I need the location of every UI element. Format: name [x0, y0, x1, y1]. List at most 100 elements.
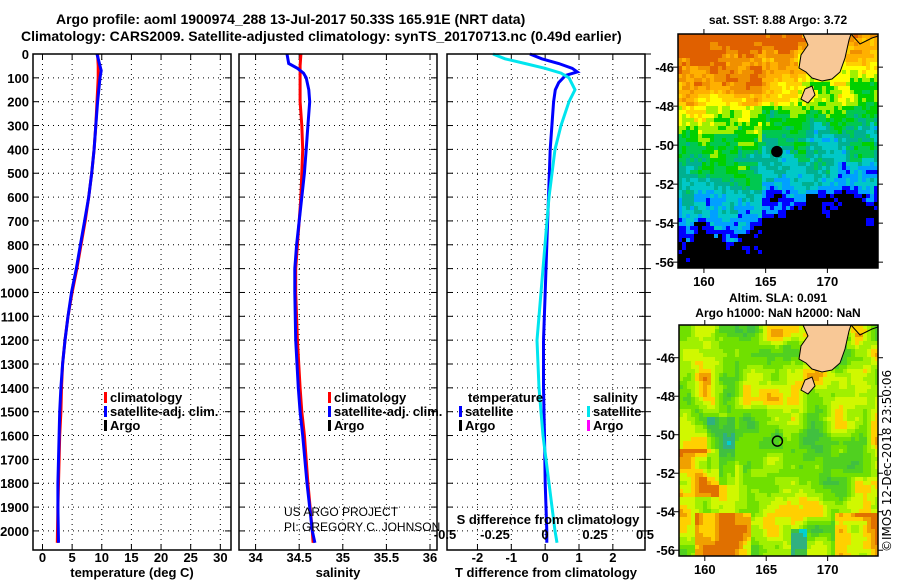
map-cell — [859, 369, 863, 373]
map-cell — [838, 202, 842, 206]
map-cell — [719, 401, 723, 405]
map-cell — [686, 262, 690, 266]
map-cell — [794, 210, 798, 214]
map-cell — [682, 170, 686, 174]
map-cell — [766, 258, 770, 262]
map-cell — [751, 393, 755, 397]
map-cell — [722, 242, 726, 246]
map-cell — [862, 34, 866, 38]
map-cell — [702, 106, 706, 110]
map-cell — [754, 34, 758, 38]
map-cell — [862, 258, 866, 262]
map-cell — [842, 166, 846, 170]
map-cell — [750, 186, 754, 190]
map-cell — [827, 393, 831, 397]
map-cell — [874, 182, 878, 186]
map-cell — [794, 226, 798, 230]
map-cell — [838, 190, 842, 194]
map-cell — [851, 441, 855, 445]
map-cell — [862, 38, 866, 42]
map-cell — [750, 238, 754, 242]
map-cell — [867, 345, 871, 349]
map-cell — [738, 266, 742, 268]
map-cell — [795, 409, 799, 413]
map-cell — [774, 190, 778, 194]
map-cell — [694, 146, 698, 150]
map-cell — [706, 250, 710, 254]
x-tick-label: 1 — [575, 550, 582, 565]
map-cell — [678, 126, 682, 130]
map-cell — [702, 38, 706, 42]
map-cell — [726, 234, 730, 238]
map-cell — [755, 333, 759, 337]
map-cell — [842, 170, 846, 174]
map-cell — [854, 166, 858, 170]
map-cell — [834, 86, 838, 90]
map-cell — [738, 150, 742, 154]
map-cell — [791, 349, 795, 353]
map-cell — [759, 453, 763, 457]
map-cell — [691, 425, 695, 429]
map-cell — [738, 118, 742, 122]
map-cell — [811, 405, 815, 409]
map-cell — [734, 66, 738, 70]
map-cell — [830, 238, 834, 242]
map-cell — [842, 102, 846, 106]
map-cell — [822, 226, 826, 230]
map-cell — [758, 250, 762, 254]
map-cell — [870, 254, 874, 258]
map-cell — [794, 82, 798, 86]
map-cell — [850, 202, 854, 206]
map-cell — [778, 58, 782, 62]
map-cell — [775, 393, 779, 397]
map-cell — [875, 421, 878, 425]
map-cell — [747, 365, 751, 369]
map-cell — [819, 413, 823, 417]
map-cell — [786, 94, 790, 98]
map-cell — [755, 453, 759, 457]
map-cell — [770, 162, 774, 166]
map-cell — [795, 385, 799, 389]
map-cell — [815, 413, 819, 417]
map-cell — [743, 409, 747, 413]
map-cell — [730, 126, 734, 130]
map-cell — [727, 433, 731, 437]
map-cell — [755, 433, 759, 437]
map-cell — [727, 345, 731, 349]
map-cell — [703, 389, 707, 393]
map-cell — [790, 106, 794, 110]
map-cell — [682, 198, 686, 202]
map-cell — [718, 130, 722, 134]
map-cell — [691, 365, 695, 369]
map-cell — [754, 86, 758, 90]
map-cell — [790, 242, 794, 246]
map-cell — [810, 170, 814, 174]
map-cell — [858, 226, 862, 230]
map-cell — [798, 34, 802, 38]
map-cell — [686, 150, 690, 154]
map-cell — [855, 449, 859, 453]
map-cell — [723, 353, 727, 357]
map-cell — [850, 154, 854, 158]
map-cell — [754, 62, 758, 66]
map-cell — [782, 54, 786, 58]
map-cell — [838, 102, 842, 106]
map-cell — [703, 409, 707, 413]
map-cell — [694, 74, 698, 78]
map-cell — [766, 66, 770, 70]
map-cell — [846, 158, 850, 162]
map-cell — [734, 214, 738, 218]
map-cell — [767, 445, 771, 449]
map-cell — [738, 78, 742, 82]
map-cell — [707, 325, 711, 329]
map-cell — [858, 98, 862, 102]
map-cell — [734, 210, 738, 214]
map-cell — [782, 94, 786, 98]
map-cell — [778, 266, 782, 268]
map-cell — [726, 78, 730, 82]
map-cell — [826, 138, 830, 142]
map-cell — [871, 337, 875, 341]
map-cell — [683, 357, 687, 361]
map-cell — [806, 146, 810, 150]
map-cell — [786, 78, 790, 82]
